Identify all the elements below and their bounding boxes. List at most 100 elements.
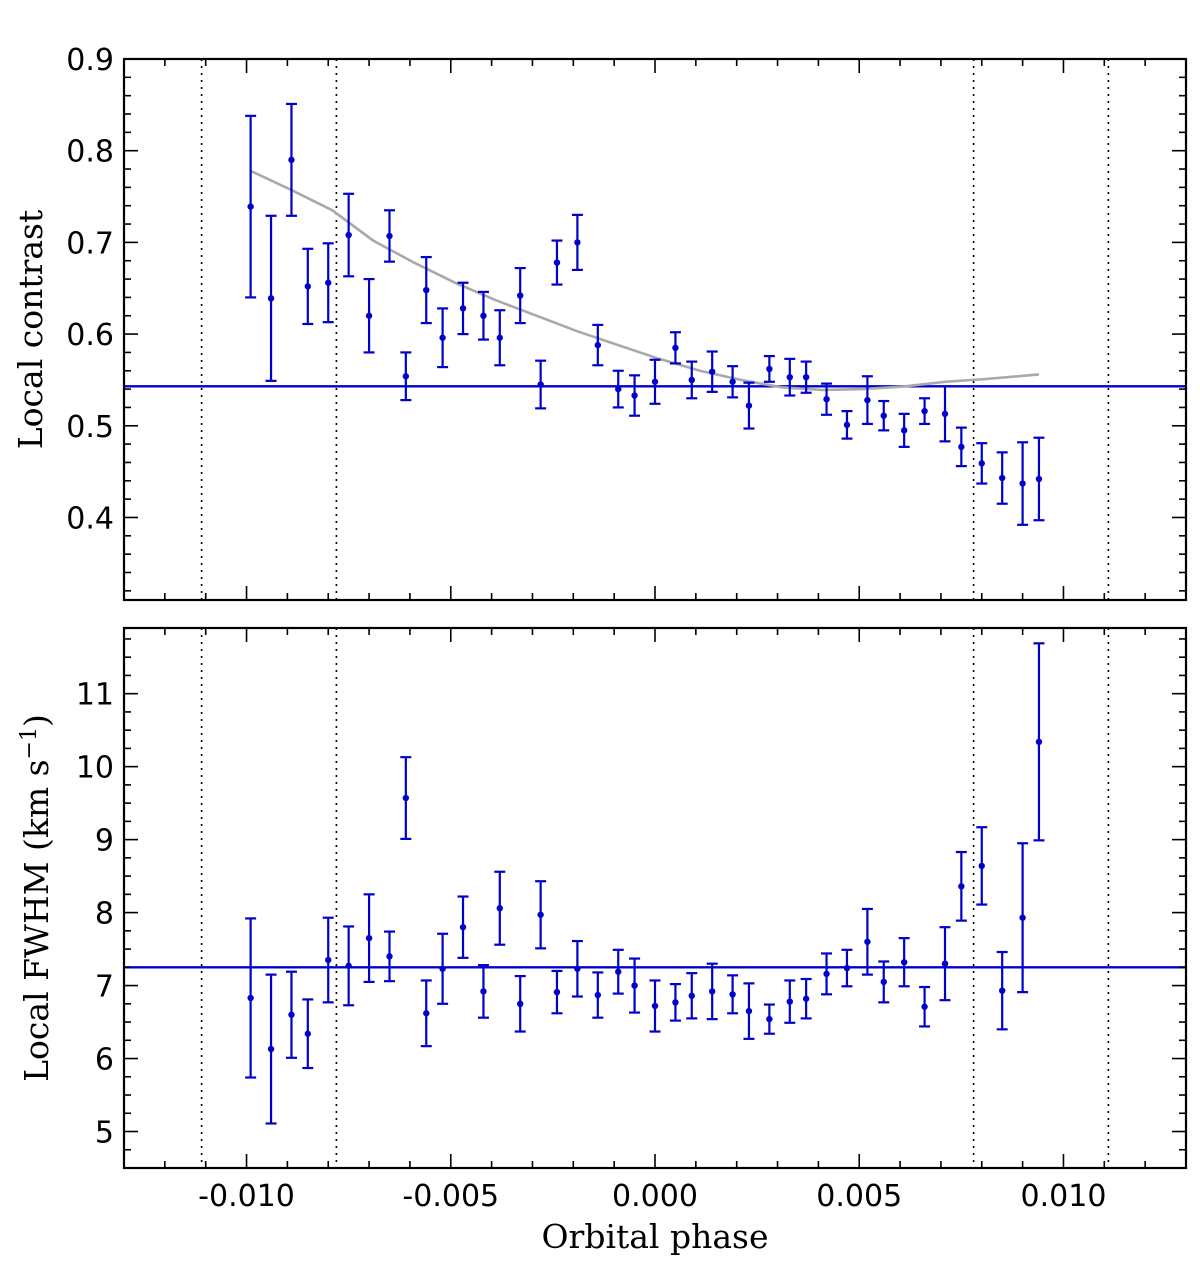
data-point bbox=[978, 460, 985, 467]
data-point bbox=[900, 959, 908, 966]
data-point bbox=[766, 1015, 773, 1023]
data-point bbox=[594, 991, 602, 999]
y-tick-label: 8 bbox=[95, 897, 114, 932]
data-point bbox=[517, 292, 524, 299]
data-point bbox=[496, 905, 503, 912]
y-tick-label: 0.4 bbox=[66, 501, 114, 536]
data-point bbox=[708, 988, 716, 995]
data-point bbox=[900, 427, 908, 434]
axes-frame bbox=[122, 57, 1188, 602]
data-point bbox=[423, 286, 430, 294]
data-point bbox=[1019, 480, 1026, 487]
data-point bbox=[615, 968, 622, 975]
data-point bbox=[439, 965, 446, 972]
data-point bbox=[325, 956, 332, 964]
y-tick-label: 10 bbox=[76, 751, 114, 786]
data-point bbox=[921, 407, 928, 415]
data-point bbox=[480, 312, 487, 319]
data-point bbox=[1035, 475, 1043, 483]
data-point bbox=[941, 410, 949, 418]
y-tick-label: 9 bbox=[95, 824, 114, 859]
data-point bbox=[423, 1010, 430, 1017]
data-point bbox=[574, 239, 581, 246]
data-point bbox=[594, 341, 602, 349]
data-point bbox=[729, 991, 736, 998]
data-point bbox=[517, 1000, 524, 1008]
data-point bbox=[304, 283, 312, 290]
plot-area bbox=[124, 628, 1186, 1168]
data-point bbox=[864, 396, 871, 404]
y-tick-label: 5 bbox=[95, 1116, 114, 1151]
data-point bbox=[386, 953, 393, 960]
data-point bbox=[459, 923, 467, 931]
data-point bbox=[864, 938, 871, 945]
data-point bbox=[786, 373, 793, 381]
x-tick-label: 0.010 bbox=[1021, 1179, 1107, 1214]
data-point bbox=[998, 474, 1006, 482]
data-point bbox=[496, 334, 503, 341]
data-point bbox=[365, 934, 373, 942]
x-tick-label: -0.005 bbox=[402, 1179, 499, 1214]
y-tick-label: 11 bbox=[76, 678, 114, 713]
contrast-panel: 0.4 0.5 0.6 0.7 0.8 0.9 Local contrast bbox=[11, 43, 1188, 602]
data-point bbox=[288, 1011, 295, 1018]
data-point bbox=[288, 156, 295, 164]
data-point bbox=[802, 373, 810, 381]
y-tick-label: 0.7 bbox=[66, 226, 114, 261]
y-tick-label: 7 bbox=[95, 970, 114, 1005]
data-point bbox=[941, 960, 949, 967]
data-point bbox=[745, 402, 753, 409]
data-point bbox=[1019, 914, 1026, 921]
y-axis-label: Local FWHM (km s−1) bbox=[17, 714, 57, 1082]
fwhm-panel: 5 6 7 8 9 10 11 Local FWHM (km s−1) -0.010 -0.005… bbox=[17, 626, 1188, 1214]
y-axis-label-superscript: −1 bbox=[17, 727, 42, 759]
data-point bbox=[304, 1030, 312, 1037]
data-point bbox=[672, 999, 679, 1006]
data-point bbox=[843, 421, 851, 429]
data-point bbox=[459, 305, 467, 312]
data-point bbox=[921, 1003, 928, 1010]
data-point bbox=[729, 378, 736, 385]
data-point bbox=[998, 987, 1006, 994]
data-point bbox=[958, 883, 965, 890]
data-point bbox=[823, 395, 830, 403]
data-point bbox=[880, 978, 887, 986]
data-point bbox=[843, 964, 851, 972]
data-point bbox=[365, 312, 373, 319]
data-point bbox=[439, 334, 446, 341]
data-point bbox=[386, 232, 393, 240]
y-tick-label: 0.8 bbox=[66, 135, 114, 170]
data-point bbox=[786, 998, 793, 1005]
data-point bbox=[745, 1007, 753, 1015]
x-tick-label: 0.005 bbox=[816, 1179, 902, 1214]
x-tick-label: 0.000 bbox=[612, 1179, 698, 1214]
data-point bbox=[480, 988, 487, 995]
y-tick-label: 0.5 bbox=[66, 410, 114, 445]
data-point bbox=[823, 970, 830, 978]
y-axis-label: Local contrast bbox=[11, 210, 50, 450]
data-point bbox=[345, 231, 352, 239]
x-tick-label: -0.010 bbox=[198, 1179, 295, 1214]
data-point bbox=[247, 994, 254, 1002]
data-point bbox=[267, 1045, 275, 1053]
data-point bbox=[615, 385, 622, 393]
data-point bbox=[651, 1002, 659, 1010]
data-point bbox=[345, 962, 352, 970]
y-tick-label: 6 bbox=[95, 1043, 114, 1078]
data-point bbox=[651, 378, 659, 385]
data-point bbox=[880, 412, 887, 419]
data-point bbox=[631, 392, 638, 399]
data-point bbox=[267, 295, 275, 302]
model-curve bbox=[250, 169, 1040, 392]
data-point bbox=[631, 982, 638, 989]
data-point bbox=[1035, 738, 1043, 746]
data-point bbox=[402, 794, 410, 802]
data-point bbox=[553, 259, 561, 266]
data-point bbox=[766, 365, 773, 373]
data-point bbox=[325, 279, 332, 286]
data-point bbox=[688, 376, 695, 384]
data-point bbox=[247, 203, 254, 210]
data-point bbox=[402, 373, 410, 380]
data-point bbox=[537, 911, 544, 918]
